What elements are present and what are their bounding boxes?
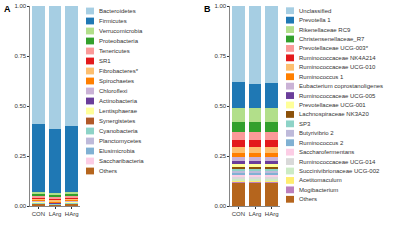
svg-text:Others: Others	[99, 168, 117, 174]
svg-text:A: A	[4, 4, 11, 14]
svg-text:Unclassified: Unclassified	[299, 8, 331, 14]
svg-text:Spirochaetes: Spirochaetes	[99, 78, 134, 84]
svg-text:0.00: 0.00	[15, 203, 27, 209]
svg-text:Bacteroidetes: Bacteroidetes	[99, 8, 136, 14]
svg-text:Prevotella 1: Prevotella 1	[299, 17, 331, 23]
svg-text:SP3: SP3	[299, 121, 311, 127]
svg-text:Eubacterium coprostanoligenes: Eubacterium coprostanoligenes	[299, 83, 383, 89]
svg-text:Acetitomaculum: Acetitomaculum	[299, 177, 342, 183]
svg-text:Christensenellaceae_R7: Christensenellaceae_R7	[299, 36, 365, 42]
svg-text:Saccharibacteria: Saccharibacteria	[99, 158, 144, 164]
svg-text:0.50: 0.50	[15, 103, 27, 109]
svg-text:Cyanobacteria: Cyanobacteria	[99, 128, 138, 134]
svg-text:Ruminococcaceae NK4A214: Ruminococcaceae NK4A214	[299, 55, 376, 61]
svg-text:Ruminococcus 1: Ruminococcus 1	[299, 74, 344, 80]
svg-text:Prevotellaceae UCG-001: Prevotellaceae UCG-001	[299, 102, 366, 108]
svg-text:Saccharofermentans: Saccharofermentans	[299, 149, 354, 155]
svg-text:Synergistetes: Synergistetes	[99, 118, 135, 124]
svg-text:B: B	[204, 4, 211, 14]
svg-text:HArg: HArg	[265, 211, 279, 217]
svg-text:1.00: 1.00	[15, 3, 27, 9]
svg-text:Mogibacterium: Mogibacterium	[299, 187, 338, 193]
svg-text:Butyrivibrio 2: Butyrivibrio 2	[299, 130, 334, 136]
svg-text:CON: CON	[32, 211, 45, 217]
svg-text:Ruminococcaceae UCG-005: Ruminococcaceae UCG-005	[299, 93, 376, 99]
svg-text:0.50: 0.50	[215, 103, 227, 109]
svg-text:Ruminococcaceae UCG-014: Ruminococcaceae UCG-014	[299, 159, 376, 165]
svg-text:1.00: 1.00	[215, 3, 227, 9]
svg-text:LArg: LArg	[49, 211, 62, 217]
svg-text:LArg: LArg	[249, 211, 262, 217]
svg-text:Chloroflexi: Chloroflexi	[99, 88, 127, 94]
svg-text:Ruminococcus 2: Ruminococcus 2	[299, 140, 344, 146]
svg-text:Fibrobacteres*: Fibrobacteres*	[99, 68, 139, 74]
svg-text:Succinivibrionaceae UCG-002: Succinivibrionaceae UCG-002	[299, 168, 380, 174]
svg-text:Tenericutes: Tenericutes	[99, 48, 130, 54]
svg-text:Actinobacteria: Actinobacteria	[99, 98, 138, 104]
svg-text:0.25: 0.25	[215, 153, 227, 159]
svg-text:Elusimicrobia: Elusimicrobia	[99, 148, 135, 154]
svg-text:Lentisphaerae: Lentisphaerae	[99, 108, 138, 114]
svg-text:HArg: HArg	[65, 211, 79, 217]
svg-text:Planctomycetes: Planctomycetes	[99, 138, 141, 144]
svg-text:SR1: SR1	[99, 58, 111, 64]
svg-text:Rikenellaceae RC9: Rikenellaceae RC9	[299, 27, 351, 33]
svg-text:Firmicutes: Firmicutes	[99, 18, 127, 24]
svg-text:CON: CON	[232, 211, 245, 217]
svg-text:0.75: 0.75	[15, 53, 27, 59]
svg-text:0.00: 0.00	[215, 203, 227, 209]
svg-text:Others: Others	[299, 196, 317, 202]
svg-text:Proteobacteria: Proteobacteria	[99, 38, 139, 44]
svg-text:Prevotellaceae UCG-003*: Prevotellaceae UCG-003*	[299, 45, 369, 51]
svg-text:0.25: 0.25	[15, 153, 27, 159]
svg-text:Ruminococcaceae UCG-010: Ruminococcaceae UCG-010	[299, 64, 376, 70]
svg-text:Verrucomicrobia: Verrucomicrobia	[99, 28, 143, 34]
svg-text:0.75: 0.75	[215, 53, 227, 59]
svg-text:Lachnospiraceae NK3A20: Lachnospiraceae NK3A20	[299, 111, 369, 117]
